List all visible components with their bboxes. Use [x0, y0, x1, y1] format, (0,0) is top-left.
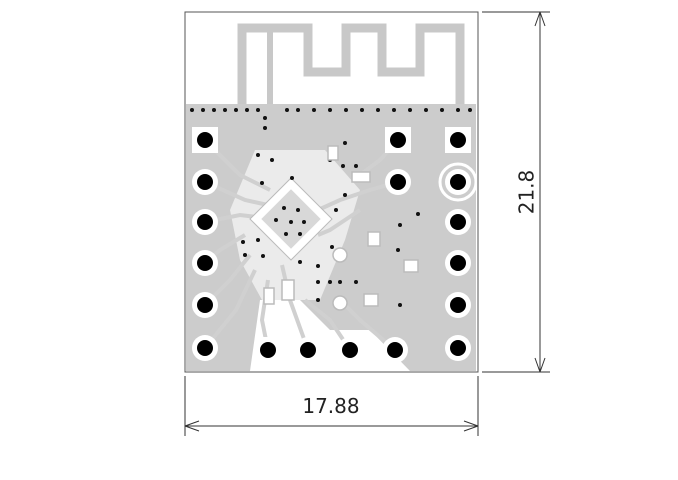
- pad-bottom-1: [255, 337, 281, 363]
- width-dimension: [184, 376, 479, 436]
- height-label: 21.8: [515, 170, 539, 215]
- pad-bottom-3: [337, 337, 363, 363]
- width-label: 17.88: [302, 394, 359, 418]
- pad-inner-2: [385, 169, 411, 195]
- pad-left-5: [192, 292, 218, 318]
- pad-left-4: [192, 250, 218, 276]
- pad-right-1: [445, 127, 471, 153]
- pad-left-2: [192, 169, 218, 195]
- bottom-header: [255, 337, 408, 363]
- right-header: [445, 127, 471, 361]
- pad-left-1: [192, 127, 218, 153]
- pad-left-6: [192, 335, 218, 361]
- top-via-row: [190, 108, 472, 112]
- inner-pins: [385, 127, 411, 195]
- pad-right-4: [445, 250, 471, 276]
- pad-right-5: [445, 292, 471, 318]
- pad-bottom-4: [382, 337, 408, 363]
- qfn-chip: [249, 177, 333, 261]
- pad-inner-1: [385, 127, 411, 153]
- pad-right-2: [445, 169, 471, 195]
- pad-right-6: [445, 335, 471, 361]
- height-dimension: [482, 11, 550, 373]
- right-pad-keepout: [438, 162, 478, 202]
- passive-components: [263, 145, 419, 311]
- left-header: [192, 127, 218, 361]
- pad-right-3: [445, 209, 471, 235]
- pad-bottom-2: [295, 337, 321, 363]
- pad-left-3: [192, 209, 218, 235]
- antenna-trace: [237, 23, 465, 104]
